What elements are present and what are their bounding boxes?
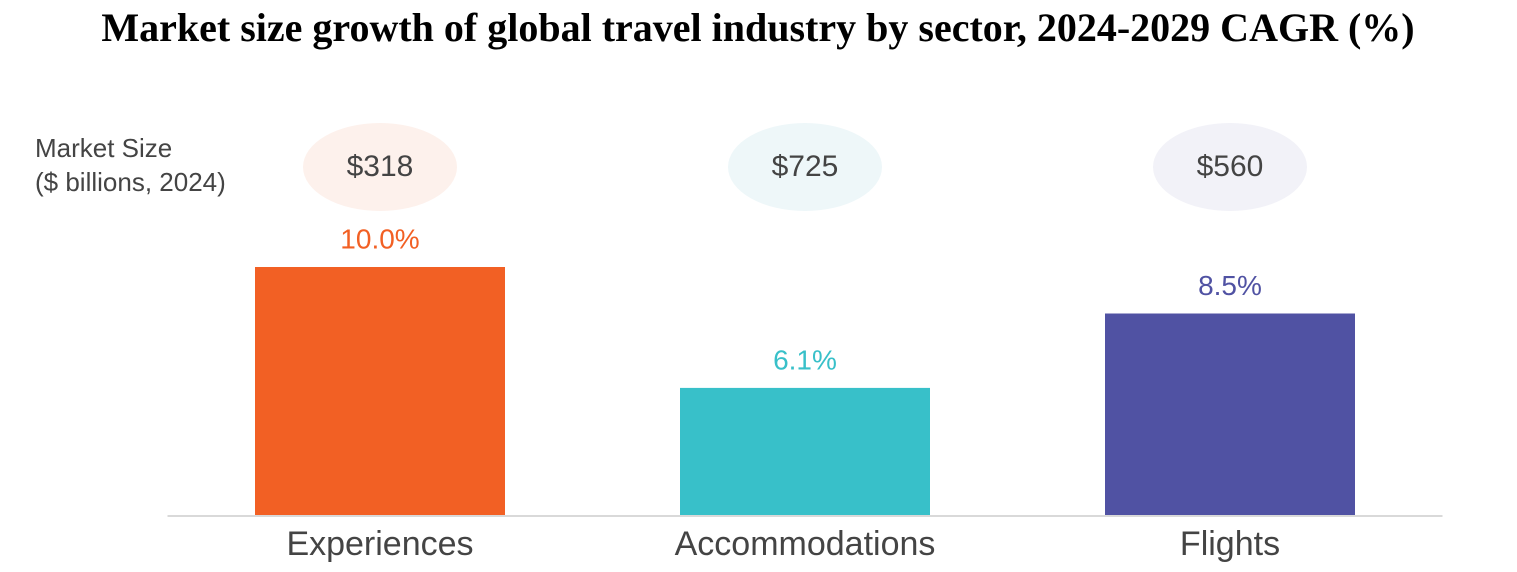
bar: [255, 267, 505, 515]
bar: [680, 387, 930, 515]
x-tick-label: Accommodations: [675, 525, 936, 563]
market-size-label: $318: [347, 150, 414, 183]
market-size-bubble: [303, 123, 457, 211]
chart-title: Market size growth of global travel indu…: [101, 5, 1414, 50]
market-size-label: $560: [1197, 150, 1264, 183]
value-label: 10.0%: [340, 223, 419, 254]
market-size-bubble: [1153, 123, 1307, 211]
value-label: 6.1%: [773, 344, 837, 375]
market-size-title: Market Size: [35, 133, 172, 163]
x-tick-label: Flights: [1180, 525, 1280, 563]
value-label: 8.5%: [1198, 270, 1262, 301]
market-size-label: $725: [772, 150, 839, 183]
market-size-subtitle: ($ billions, 2024): [35, 167, 226, 197]
bar: [1105, 313, 1355, 515]
x-tick-label: Experiences: [286, 525, 473, 563]
market-size-bubble: [728, 123, 882, 211]
